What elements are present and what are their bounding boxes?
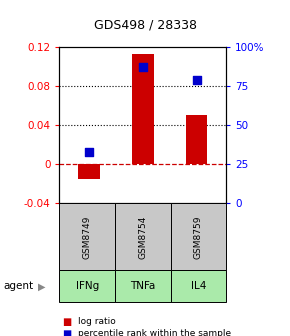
Point	[140, 65, 145, 70]
Text: GDS498 / 28338: GDS498 / 28338	[93, 18, 197, 32]
Text: ■: ■	[62, 329, 72, 336]
Text: GSM8759: GSM8759	[194, 215, 203, 259]
Text: GSM8749: GSM8749	[83, 215, 92, 259]
Text: TNFa: TNFa	[130, 282, 155, 291]
Text: ▶: ▶	[38, 282, 46, 291]
Point	[194, 77, 199, 83]
Bar	[132, 54, 154, 164]
Text: IFNg: IFNg	[76, 282, 99, 291]
Text: agent: agent	[3, 282, 33, 291]
Bar	[186, 115, 207, 164]
Text: log ratio: log ratio	[78, 317, 116, 326]
Text: GSM8754: GSM8754	[138, 215, 147, 259]
Text: ■: ■	[62, 317, 72, 327]
Text: percentile rank within the sample: percentile rank within the sample	[78, 329, 231, 336]
Point	[87, 149, 91, 155]
Bar	[78, 164, 100, 179]
Text: IL4: IL4	[191, 282, 206, 291]
